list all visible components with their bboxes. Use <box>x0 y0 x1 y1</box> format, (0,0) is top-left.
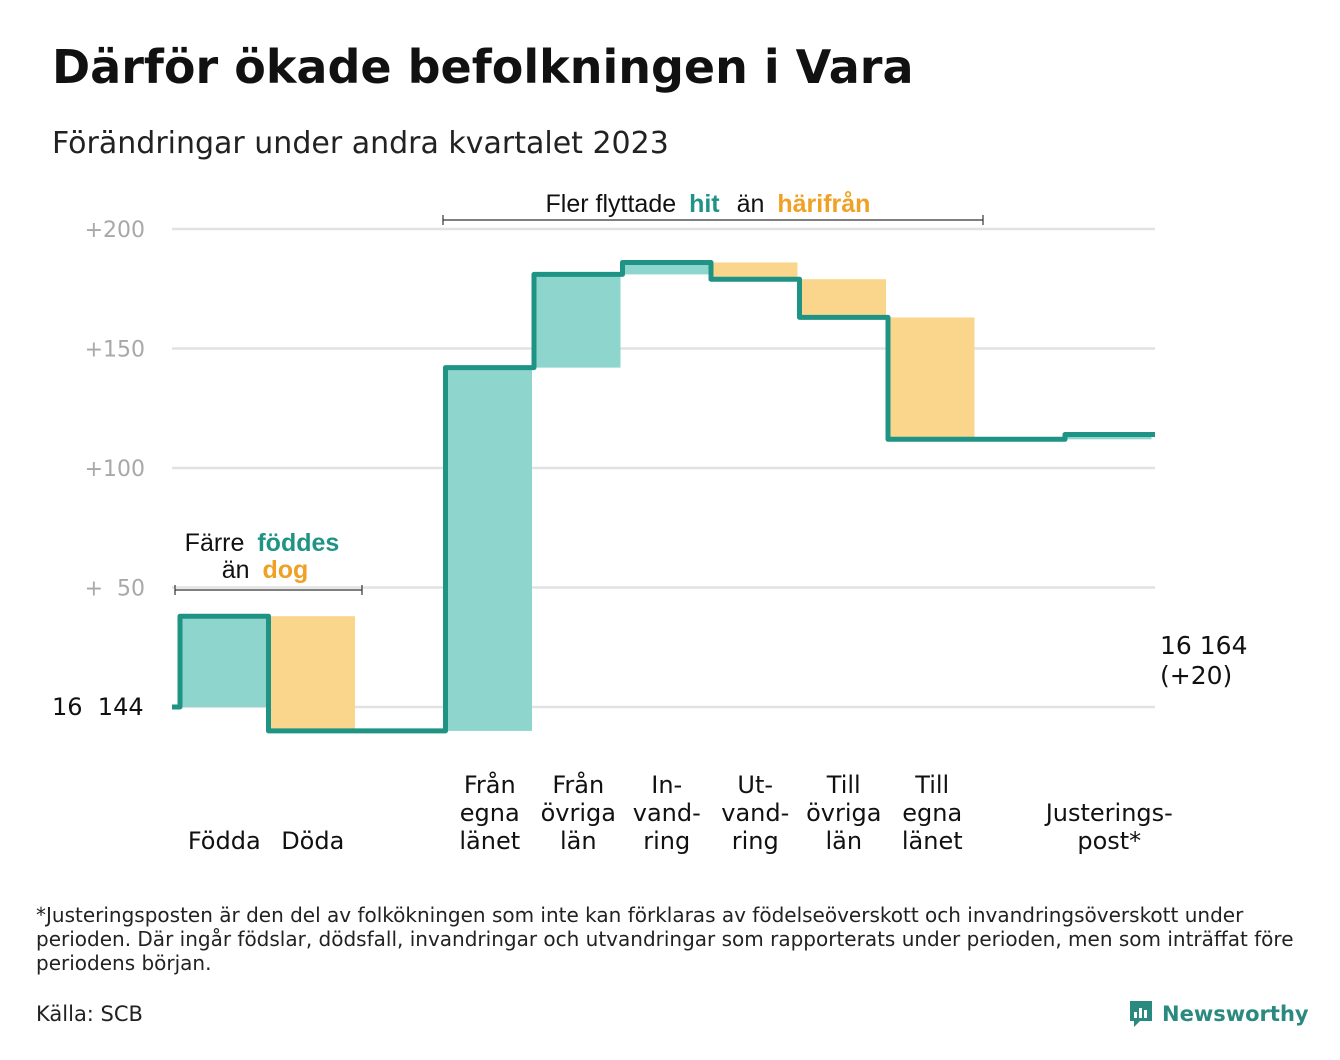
category-label: Till <box>826 771 861 799</box>
category-label: övriga <box>541 799 616 827</box>
chart-title: Därför ökade befolkningen i Vara <box>52 40 914 94</box>
waterfall-bar <box>270 616 355 731</box>
waterfall-bar <box>536 274 621 368</box>
category-label: Till <box>914 771 949 799</box>
y-tick-label: + 50 <box>85 577 145 602</box>
migration-annotation: Fler flyttade hit än härifrån <box>442 190 984 225</box>
baseline-value-label: 16 144 <box>52 693 144 721</box>
chart-subtitle: Förändringar under andra kvartalet 2023 <box>52 126 669 161</box>
migration-annotation-pre: Fler flyttade <box>546 190 677 218</box>
births-annotation-hl2: dog <box>262 556 308 584</box>
y-tick-label: +150 <box>85 338 145 363</box>
category-label: egna <box>460 799 520 827</box>
category-label: vand- <box>633 799 701 827</box>
category-label: Ut- <box>737 771 773 799</box>
category-labels: Födda DödaFrånegnalänetFrånövrigalänIn-va… <box>188 770 1173 855</box>
category-label: övriga <box>806 799 881 827</box>
category-label: ring <box>643 827 690 855</box>
births-annotation-hl1: föddes <box>257 529 339 557</box>
svg-text:än dog: än dog <box>222 556 309 584</box>
births-annotation: Färre föddes än dog <box>174 529 363 595</box>
waterfall-bar <box>182 616 267 707</box>
waterfall-step-line <box>172 260 1156 734</box>
category-label: Födda <box>188 827 261 855</box>
waterfall-bar <box>713 262 798 280</box>
waterfall-bar <box>890 317 975 440</box>
source-label: Källa: SCB <box>36 1002 143 1026</box>
category-label: ring <box>732 827 779 855</box>
end-value-label: 16 164 <box>1160 631 1247 660</box>
bars <box>182 262 1152 731</box>
migration-annotation-hl2: härifrån <box>777 190 870 218</box>
svg-text:Färre föddes: Färre föddes <box>185 529 340 557</box>
waterfall-bar <box>447 367 532 731</box>
waterfall-chart: +200+150+100+ 50 Födda DödaFrånegnalänetF… <box>52 190 1247 855</box>
svg-text:Fler flyttade hit: Fler flyttade hit än härifrån <box>546 190 871 218</box>
category-label: Justerings- <box>1044 799 1173 827</box>
brand-name: Newsworthy <box>1162 1002 1309 1026</box>
category-label: In- <box>651 771 682 799</box>
waterfall-bar <box>624 262 709 275</box>
category-label: Från <box>464 770 516 799</box>
y-tick-label: +200 <box>85 218 145 243</box>
end-change-label: (+20) <box>1160 661 1232 690</box>
category-label: Från <box>552 770 604 799</box>
waterfall-bar <box>801 279 886 318</box>
category-label: Döda <box>281 827 344 855</box>
step-line <box>172 260 1156 734</box>
migration-annotation-hl1: hit <box>689 190 720 218</box>
category-label: län <box>560 827 597 855</box>
category-label: län <box>825 827 862 855</box>
y-axis-ticks: +200 +150 +100 + 50 <box>85 218 145 602</box>
category-label: länet <box>902 827 963 855</box>
migration-annotation-mid: än <box>737 190 765 218</box>
brand-logo: Newsworthy <box>1128 998 1309 1030</box>
footnote: *Justeringsposten är den del av folkökni… <box>36 903 1294 975</box>
newsworthy-logo-icon <box>1130 1001 1152 1027</box>
category-label: länet <box>459 827 520 855</box>
births-annotation-mid: än <box>222 556 250 584</box>
births-annotation-pre: Färre <box>185 529 245 557</box>
category-label: post* <box>1077 827 1141 855</box>
y-tick-label: +100 <box>85 457 145 482</box>
category-label: egna <box>902 799 962 827</box>
category-label: vand- <box>721 799 789 827</box>
